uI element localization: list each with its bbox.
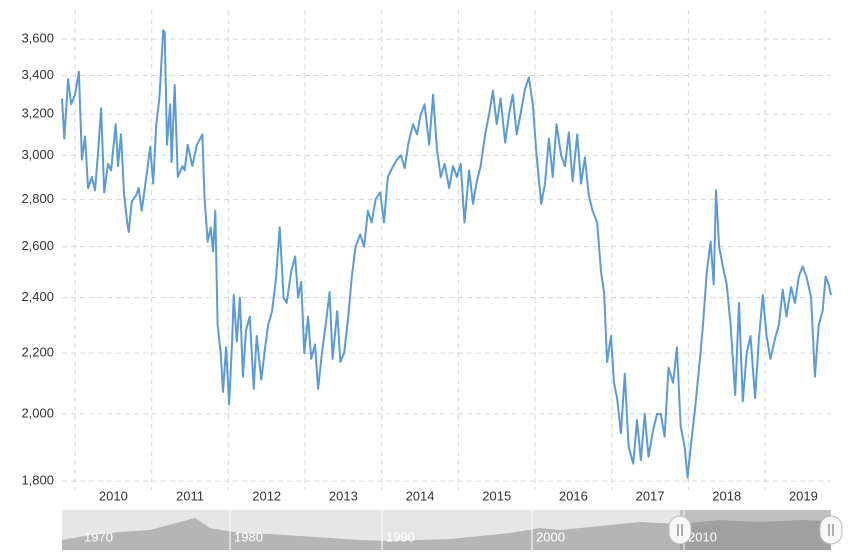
x-tick-label: 2014	[406, 488, 435, 503]
y-tick-label: 3,400	[21, 67, 54, 82]
x-tick-label: 2018	[712, 488, 741, 503]
x-tick-label: 2012	[252, 488, 281, 503]
y-tick-label: 2,800	[21, 191, 54, 206]
y-tick-label: 2,200	[21, 345, 54, 360]
y-tick-label: 3,600	[21, 31, 54, 46]
navigator: 1970 1980 1990 2000 2010	[62, 510, 843, 550]
x-tick-label: 2017	[636, 488, 665, 503]
x-tick-label: 2010	[99, 488, 128, 503]
y-tick-label: 2,600	[21, 238, 54, 253]
y-tick-label: 1,800	[21, 473, 54, 488]
price-line	[61, 29, 832, 479]
navigator-selection[interactable]	[680, 510, 831, 550]
navigator-label: 1980	[234, 529, 263, 544]
y-tick-label: 2,000	[21, 405, 54, 420]
navigator-handle[interactable]	[668, 515, 692, 545]
x-tick-label: 2019	[789, 488, 818, 503]
navigator-label: 2010	[688, 529, 717, 544]
y-tick-label: 3,200	[21, 106, 54, 121]
x-tick-label: 2016	[559, 488, 588, 503]
navigator-handle[interactable]	[819, 515, 843, 545]
plot: 1,800 2,000 2,200 2,400 2,600 2,800 3,000 3,200…	[21, 10, 832, 503]
navigator-area	[62, 518, 831, 550]
x-tick-label: 2011	[176, 488, 204, 503]
navigator-label: 1990	[386, 529, 415, 544]
x-tick-label: 2015	[482, 488, 511, 503]
y-tick-label: 2,400	[21, 289, 54, 304]
x-tick-label: 2013	[329, 488, 358, 503]
y-tick-label: 3,000	[21, 147, 54, 162]
navigator-label: 1970	[84, 529, 113, 544]
navigator-label: 2000	[536, 529, 565, 544]
